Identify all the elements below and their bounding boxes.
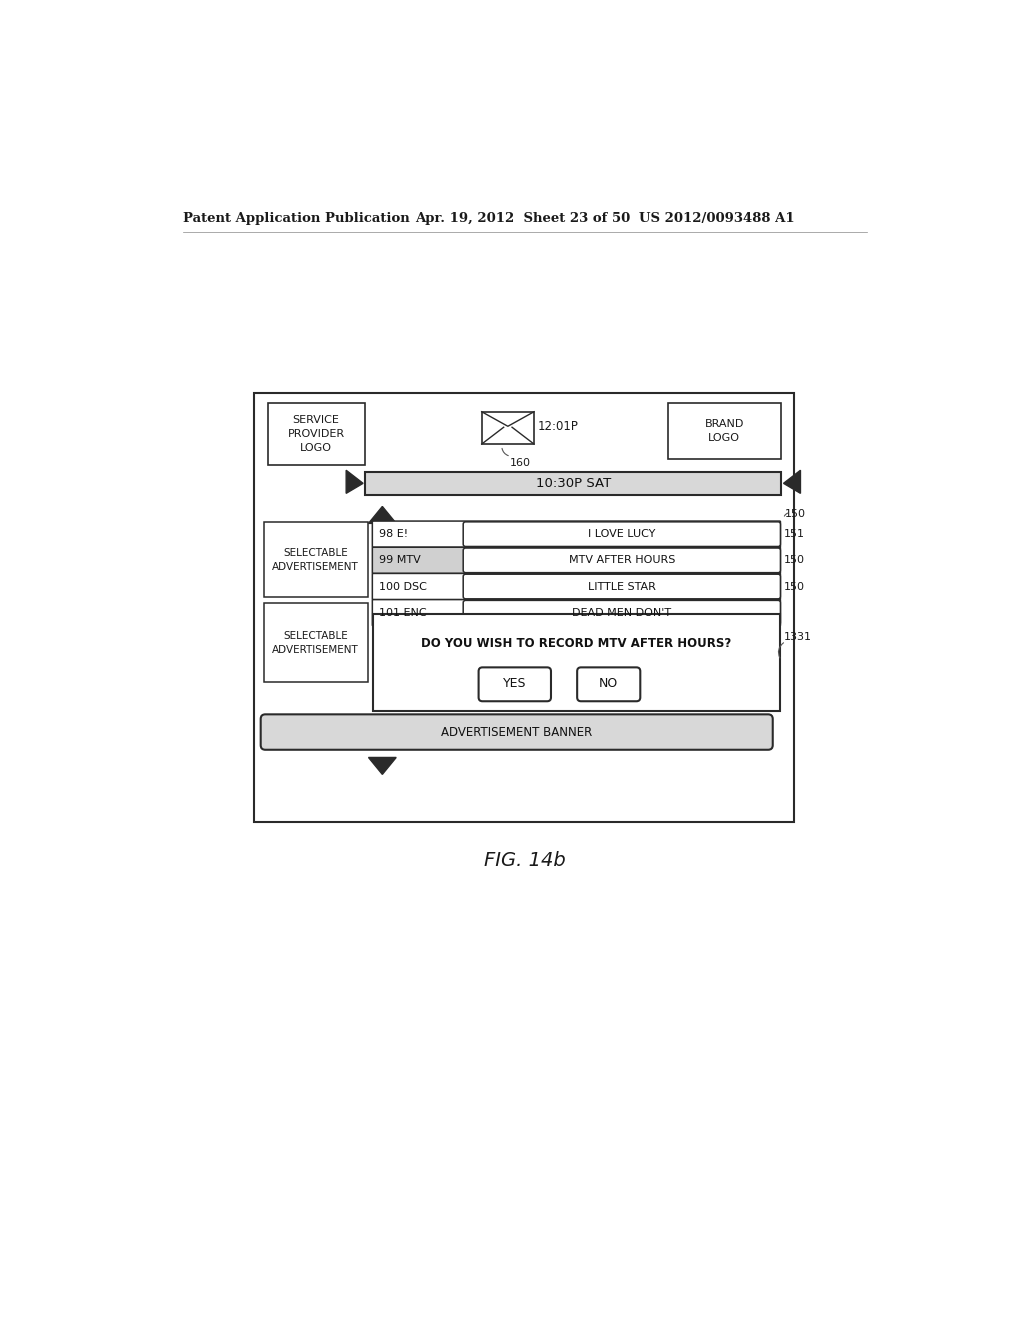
Text: 151: 151 [784, 529, 805, 539]
Text: DO YOU WISH TO RECORD MTV AFTER HOURS?: DO YOU WISH TO RECORD MTV AFTER HOURS? [421, 638, 731, 649]
Text: 100 DSC: 100 DSC [379, 582, 427, 591]
FancyBboxPatch shape [481, 412, 535, 444]
Polygon shape [369, 507, 396, 524]
FancyBboxPatch shape [478, 668, 551, 701]
Text: 150: 150 [785, 510, 806, 519]
Text: LITTLE STAR: LITTLE STAR [588, 582, 655, 591]
FancyBboxPatch shape [463, 548, 780, 573]
FancyBboxPatch shape [463, 601, 780, 626]
Text: 10:30P SAT: 10:30P SAT [536, 477, 611, 490]
FancyBboxPatch shape [463, 574, 780, 599]
FancyBboxPatch shape [373, 521, 780, 548]
Text: 150: 150 [784, 582, 805, 591]
Polygon shape [369, 758, 396, 775]
FancyBboxPatch shape [668, 404, 781, 459]
Text: MTV AFTER HOURS: MTV AFTER HOURS [568, 556, 675, 565]
Text: SERVICE
PROVIDER
LOGO: SERVICE PROVIDER LOGO [288, 414, 345, 453]
Text: 12:01P: 12:01P [538, 420, 579, 433]
FancyBboxPatch shape [373, 548, 780, 573]
Polygon shape [346, 470, 364, 494]
FancyBboxPatch shape [463, 521, 780, 546]
Text: Patent Application Publication: Patent Application Publication [183, 213, 410, 224]
Polygon shape [783, 470, 801, 494]
Text: YES: YES [503, 677, 526, 690]
FancyBboxPatch shape [267, 404, 366, 465]
FancyBboxPatch shape [264, 521, 368, 598]
Text: 101 ENC: 101 ENC [379, 607, 427, 618]
FancyBboxPatch shape [254, 393, 795, 822]
Text: 150: 150 [784, 556, 805, 565]
FancyBboxPatch shape [373, 599, 780, 626]
Text: 160: 160 [509, 458, 530, 467]
Text: NO: NO [599, 677, 618, 690]
Text: 1331: 1331 [783, 632, 811, 643]
FancyBboxPatch shape [366, 471, 781, 495]
Text: SELECTABLE
ADVERTISEMENT: SELECTABLE ADVERTISEMENT [272, 631, 358, 655]
FancyBboxPatch shape [578, 668, 640, 701]
FancyBboxPatch shape [261, 714, 773, 750]
Text: 98 E!: 98 E! [379, 529, 409, 539]
Text: ADVERTISEMENT BANNER: ADVERTISEMENT BANNER [440, 726, 592, 739]
Text: Apr. 19, 2012  Sheet 23 of 50: Apr. 19, 2012 Sheet 23 of 50 [416, 213, 631, 224]
Text: BRAND
LOGO: BRAND LOGO [705, 418, 743, 444]
Text: SELECTABLE
ADVERTISEMENT: SELECTABLE ADVERTISEMENT [272, 548, 358, 572]
Text: I LOVE LUCY: I LOVE LUCY [588, 529, 655, 539]
Text: DEAD MEN DON'T: DEAD MEN DON'T [572, 607, 672, 618]
Text: 99 MTV: 99 MTV [379, 556, 421, 565]
FancyBboxPatch shape [373, 614, 779, 711]
Text: US 2012/0093488 A1: US 2012/0093488 A1 [639, 213, 795, 224]
Text: FIG. 14b: FIG. 14b [484, 851, 565, 870]
FancyBboxPatch shape [264, 603, 368, 682]
FancyBboxPatch shape [373, 573, 780, 599]
